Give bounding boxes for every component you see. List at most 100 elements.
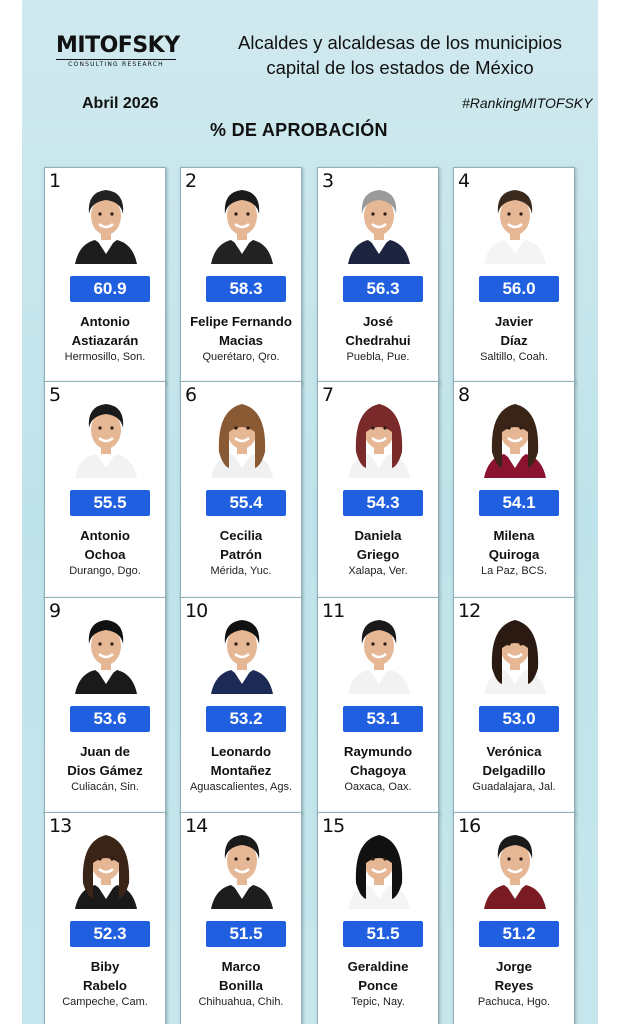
mayor-last-name: Dios Gámez [67, 763, 143, 778]
mayor-first-name: Leonardo [210, 744, 272, 759]
mayor-card: 15 51.5 Geraldine Ponce Tepic, Nay. [317, 812, 439, 1024]
ranking-poster: ✓ ✓ MITOFSKY CONSULTING RESEARCH Abril 2… [22, 0, 598, 1024]
mayor-city: Chihuahua, Chih. [198, 996, 284, 1008]
approval-score: 52.3 [70, 921, 150, 947]
mayor-card: 3 56.3 José Chedrahui Puebla, Pue. [317, 167, 439, 384]
approval-score: 53.1 [343, 706, 423, 732]
mayor-name: Geraldine Ponce [318, 957, 438, 995]
mayor-last-name: Griego [356, 547, 400, 562]
mayor-card: 7 54.3 Daniela Griego Xalapa, Ver. [317, 381, 439, 598]
mayor-card: 5 55.5 Antonio Ochoa Durango, Dgo. [44, 381, 166, 598]
mayor-first-name: Juan de [80, 744, 130, 759]
approval-score: 51.2 [479, 921, 559, 947]
title-line-1: Alcaldes y alcaldesas de los municipios [238, 32, 562, 53]
mayor-name: Milena Quiroga [454, 526, 574, 564]
mayor-photo [211, 608, 273, 694]
mayor-first-name: Milena [493, 528, 535, 543]
mayor-last-name: Díaz [500, 333, 528, 348]
mayor-first-name: Antonio [80, 528, 130, 543]
rank-number: 9 [49, 600, 61, 622]
approval-score: 58.3 [206, 276, 286, 302]
mayor-last-name: Montañez [210, 763, 272, 778]
mayor-last-name: Bonilla [219, 978, 263, 993]
mayor-last-name: Ochoa [84, 547, 126, 562]
mayor-photo [348, 823, 410, 909]
mitofsky-logo: MITOFSKY CONSULTING RESEARCH [56, 34, 180, 68]
mayor-card: 16 51.2 Jorge Reyes Pachuca, Hgo. [453, 812, 575, 1024]
mayor-name: Biby Rabelo [45, 957, 165, 995]
mayor-card: 11 53.1 Raymundo Chagoya Oaxaca, Oax. [317, 597, 439, 814]
mayor-name: Verónica Delgadillo [454, 742, 574, 780]
approval-score: 60.9 [70, 276, 150, 302]
rank-number: 11 [322, 600, 345, 622]
mayor-last-name: Quiroga [488, 547, 540, 562]
mayor-photo [348, 608, 410, 694]
mayor-city: La Paz, BCS. [480, 565, 548, 577]
mayor-card: 2 58.3 Felipe Fernando Macias Querétaro,… [180, 167, 302, 384]
mayor-city: Pachuca, Hgo. [477, 996, 551, 1008]
approval-score: 53.6 [70, 706, 150, 732]
approval-score: 53.0 [479, 706, 559, 732]
approval-score: 53.2 [206, 706, 286, 732]
mayor-city: Aguascalientes, Ags. [189, 781, 293, 793]
mayor-last-name: Ponce [358, 978, 398, 993]
mayor-photo [75, 608, 137, 694]
mayor-photo [75, 178, 137, 264]
mayor-name: Antonio Astiazarán [45, 312, 165, 350]
logo-subtitle: CONSULTING RESEARCH [56, 59, 176, 68]
mayor-city: Hermosillo, Son. [64, 351, 146, 363]
mayor-card: 9 53.6 Juan de Dios Gámez Culiacán, Sin. [44, 597, 166, 814]
mayor-first-name: Jorge [496, 959, 532, 974]
mayor-city: Mérida, Yuc. [210, 565, 272, 577]
approval-score: 54.3 [343, 490, 423, 516]
rank-number: 7 [322, 384, 334, 406]
hashtag: #RankingMITOFSKY [462, 95, 593, 111]
rank-number: 2 [185, 170, 197, 192]
mayor-first-name: Verónica [486, 744, 542, 759]
rank-number: 13 [49, 815, 72, 837]
mayor-photo [75, 823, 137, 909]
rank-number: 15 [322, 815, 345, 837]
mayor-first-name: Marco [221, 959, 261, 974]
mayor-first-name: Antonio [80, 314, 130, 329]
mayor-card: 10 53.2 Leonardo Montañez Aguascalientes… [180, 597, 302, 814]
rank-number: 3 [322, 170, 334, 192]
mayor-city: Xalapa, Ver. [348, 565, 408, 577]
rank-number: 1 [49, 170, 61, 192]
mayor-last-name: Chedrahui [345, 333, 411, 348]
mayor-city: Culiacán, Sin. [71, 781, 139, 793]
mayor-name: Juan de Dios Gámez [45, 742, 165, 780]
mayor-name: Antonio Ochoa [45, 526, 165, 564]
mayor-photo [211, 823, 273, 909]
mayor-last-name: Macias [219, 333, 263, 348]
approval-score: 54.1 [479, 490, 559, 516]
approval-score: 56.3 [343, 276, 423, 302]
mayor-card: 12 53.0 Verónica Delgadillo Guadalajara,… [453, 597, 575, 814]
mayor-city: Guadalajara, Jal. [472, 781, 556, 793]
mayor-city: Campeche, Cam. [62, 996, 148, 1008]
mayor-name: José Chedrahui [318, 312, 438, 350]
mayor-name: Javier Díaz [454, 312, 574, 350]
page-title: Alcaldes y alcaldesas de los municipios … [210, 30, 590, 80]
mayor-photo [348, 178, 410, 264]
mayor-city: Oaxaca, Oax. [344, 781, 412, 793]
mayor-name: Felipe Fernando Macias [181, 312, 301, 350]
mayor-last-name: Rabelo [83, 978, 127, 993]
rank-number: 8 [458, 384, 470, 406]
publication-date: Abril 2026 [82, 95, 159, 112]
approval-score: 51.5 [206, 921, 286, 947]
mayor-photo [484, 823, 546, 909]
rank-number: 4 [458, 170, 470, 192]
rank-number: 14 [185, 815, 208, 837]
mayor-city: Durango, Dgo. [69, 565, 141, 577]
mayor-city: Saltillo, Coah. [480, 351, 548, 363]
mayor-city: Tepic, Nay. [351, 996, 405, 1008]
mayor-photo [211, 392, 273, 478]
mayor-card: 13 52.3 Biby Rabelo Campeche, Cam. [44, 812, 166, 1024]
mayor-photo [484, 392, 546, 478]
mayor-first-name: Cecilia [219, 528, 263, 543]
mayor-last-name: Delgadillo [482, 763, 546, 778]
approval-score: 51.5 [343, 921, 423, 947]
mayor-card: 4 56.0 Javier Díaz Saltillo, Coah. [453, 167, 575, 384]
mayor-last-name: Reyes [494, 978, 534, 993]
